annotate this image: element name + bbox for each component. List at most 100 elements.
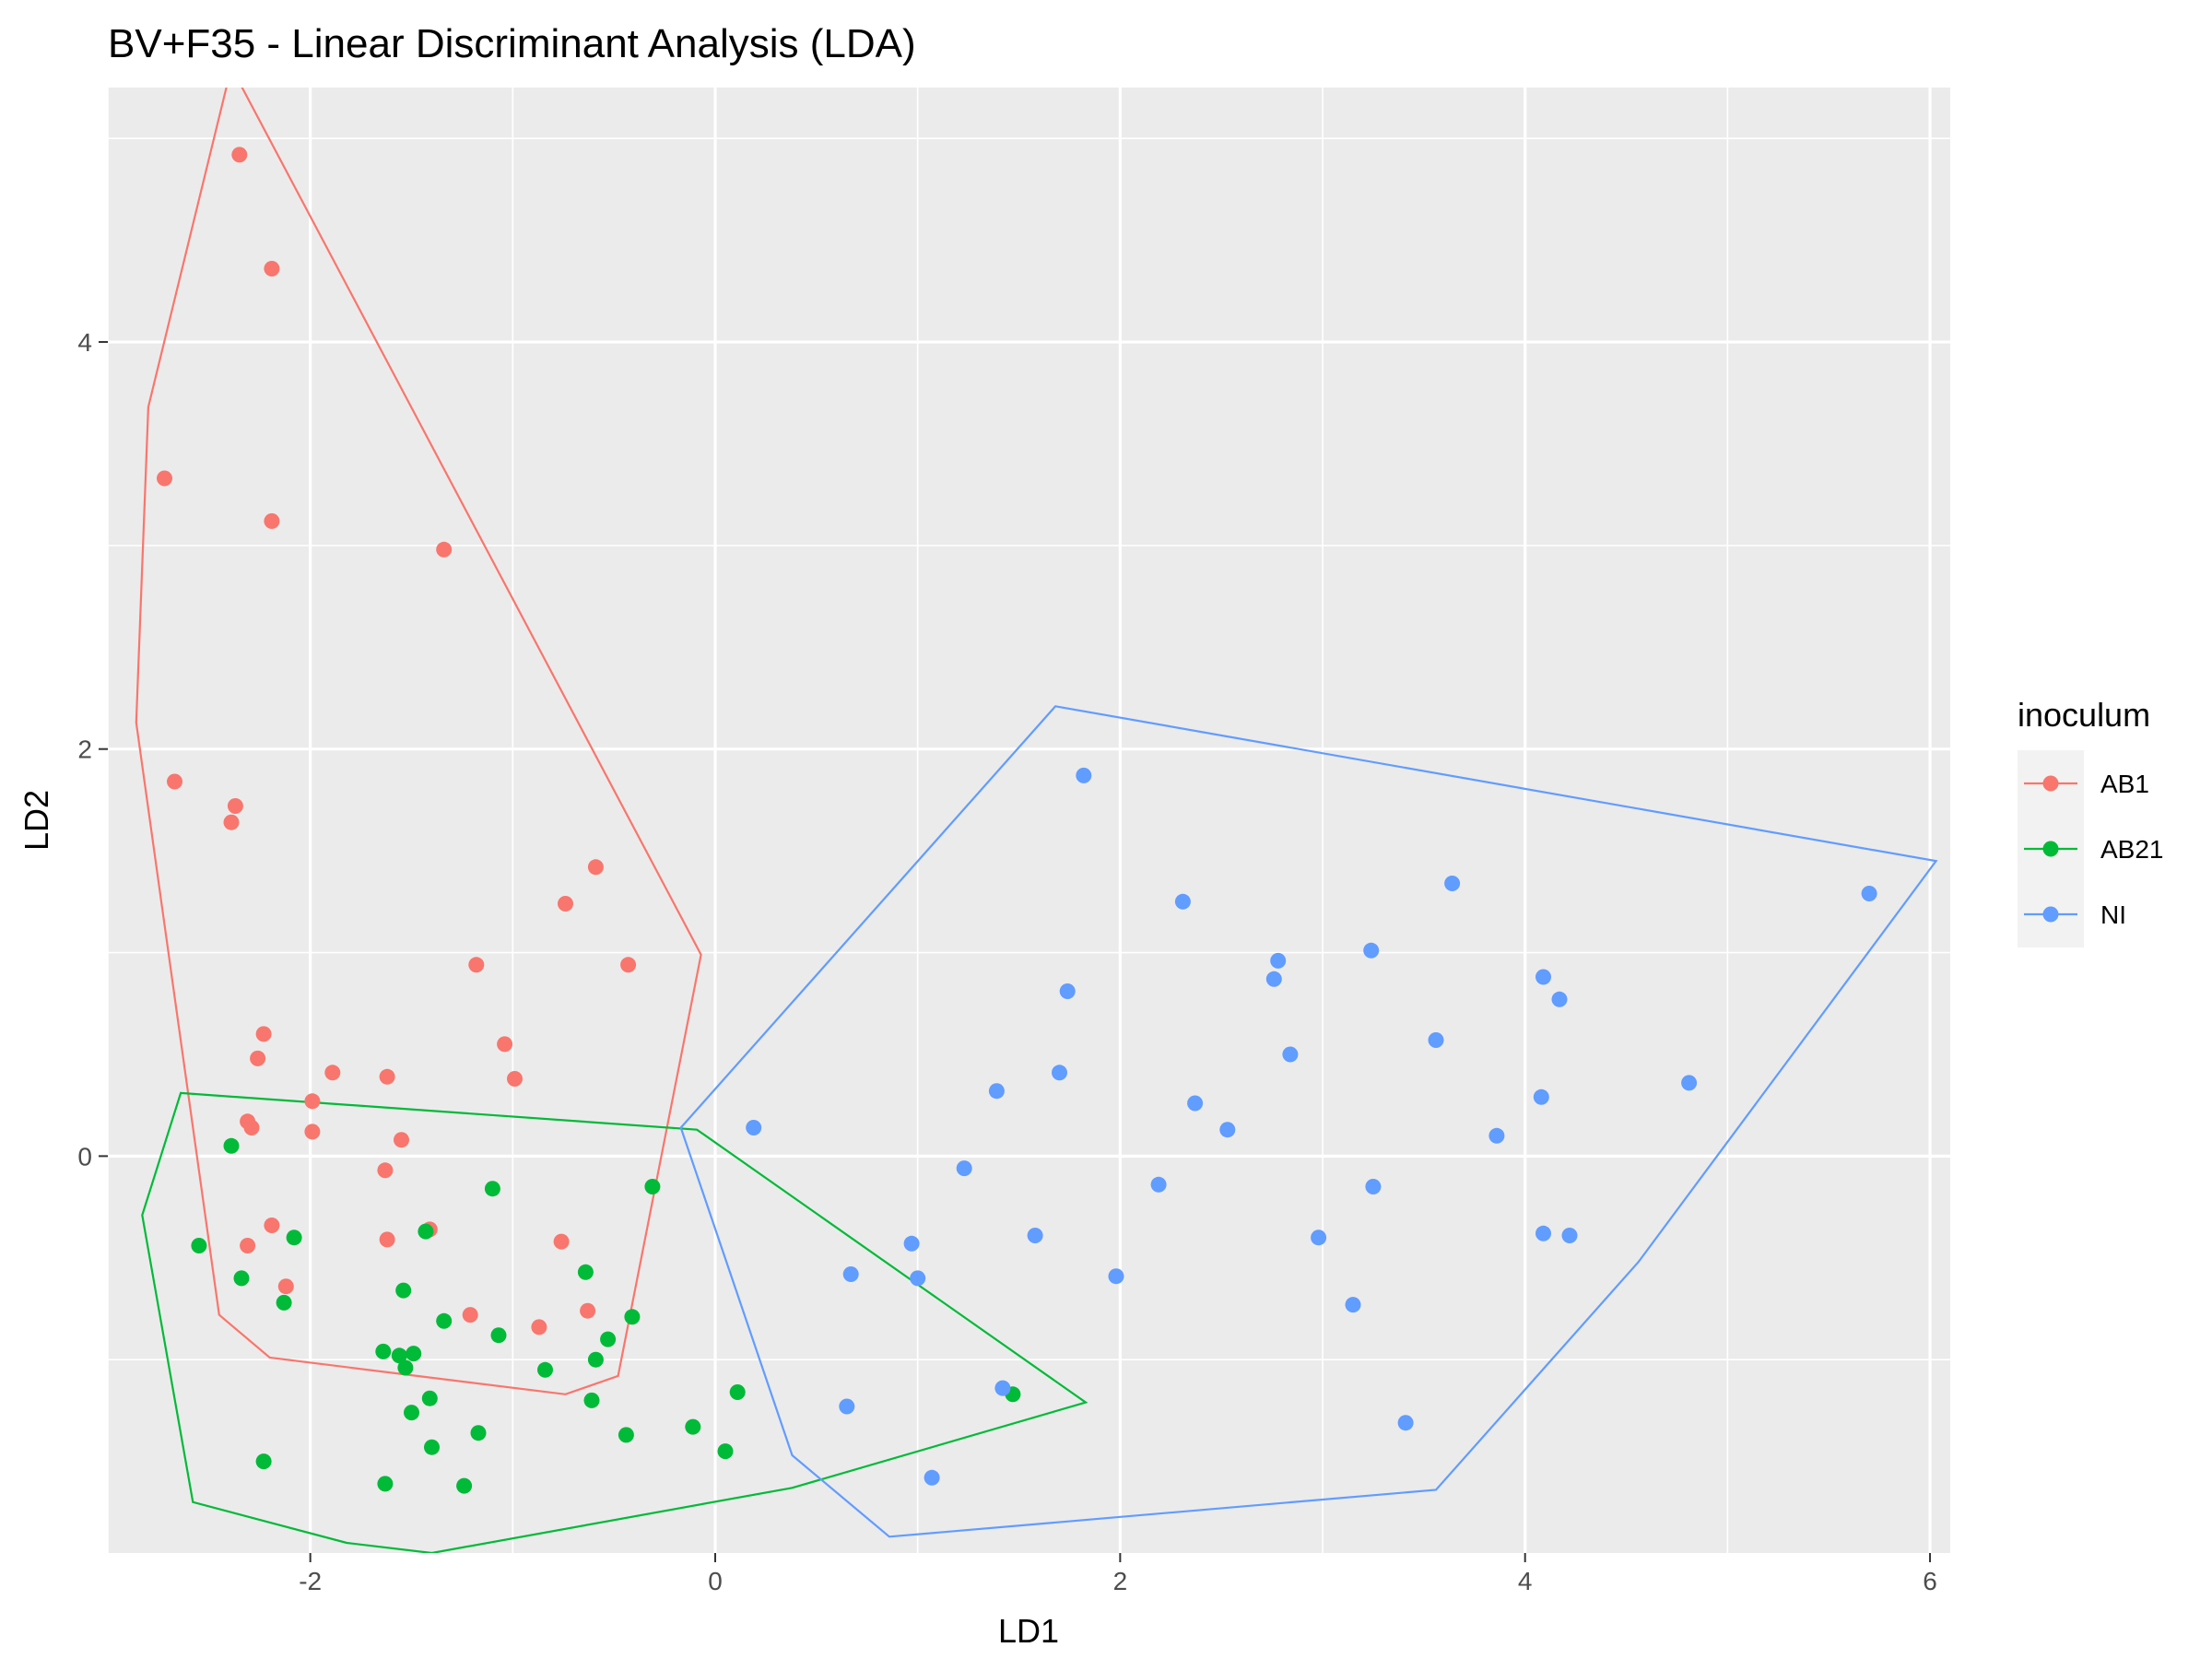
point-ab1: [255, 1026, 272, 1042]
point-ab21: [286, 1230, 302, 1246]
point-ab1: [243, 1120, 260, 1135]
legend-label-ni: NI: [2100, 900, 2126, 929]
legend: inoculum AB1 AB21 NI: [2018, 696, 2164, 947]
point-ab21: [404, 1405, 419, 1421]
legend-key-point-ab1: [2042, 775, 2059, 792]
point-ab1: [304, 1093, 321, 1110]
point-ab1: [304, 1124, 321, 1140]
major-gridlines: [108, 88, 1950, 1553]
hull-ab21: [141, 1091, 1088, 1553]
y-axis-title: LD2: [18, 790, 55, 851]
point-ab1: [468, 957, 485, 973]
point-ni: [1282, 1046, 1299, 1063]
point-ab21: [418, 1223, 434, 1240]
point-ni: [1561, 1228, 1578, 1243]
point-ab1: [231, 147, 248, 163]
point-ab1: [167, 773, 182, 790]
point-ni: [1174, 893, 1191, 910]
plot-panel: [108, 88, 1950, 1553]
point-ni: [1535, 1225, 1551, 1241]
point-ab1: [227, 798, 243, 814]
point-ab1: [240, 1238, 256, 1253]
point-ab21: [537, 1361, 553, 1378]
point-ni: [1059, 983, 1076, 999]
point-ab21: [255, 1453, 272, 1470]
point-ni: [1345, 1297, 1361, 1313]
point-ab21: [577, 1264, 594, 1280]
point-ni: [1076, 767, 1092, 783]
point-ab21: [685, 1418, 701, 1435]
point-ab1: [497, 1036, 513, 1053]
point-ab1: [558, 896, 573, 912]
point-ab1: [250, 1050, 266, 1066]
point-ni: [994, 1380, 1011, 1396]
point-ni: [1363, 942, 1380, 959]
point-ni: [1397, 1415, 1414, 1431]
point-ab21: [223, 1137, 240, 1154]
point-ni: [1428, 1032, 1444, 1048]
point-ab1: [157, 470, 172, 487]
point-ni: [1444, 876, 1461, 891]
point-ab21: [490, 1327, 507, 1344]
point-ab21: [276, 1294, 292, 1311]
point-ab1: [324, 1065, 341, 1081]
x-tick-label: 2: [1113, 1567, 1128, 1595]
point-ni: [988, 1083, 1005, 1100]
point-ab1: [620, 957, 637, 973]
point-ni: [842, 1266, 859, 1282]
point-ab1: [379, 1231, 395, 1248]
point-ab21: [436, 1312, 453, 1329]
point-ab21: [644, 1179, 661, 1194]
point-ab21: [424, 1439, 440, 1455]
point-ni: [1219, 1122, 1236, 1138]
hull-ab1: [135, 88, 702, 1395]
point-ab21: [397, 1359, 414, 1376]
point-ab21: [470, 1425, 487, 1441]
point-ab21: [456, 1477, 473, 1494]
point-ni: [746, 1120, 762, 1135]
point-ab1: [264, 1218, 280, 1233]
point-ab21: [233, 1270, 250, 1287]
point-ni: [839, 1398, 855, 1415]
point-ab21: [717, 1443, 734, 1460]
point-ni: [1270, 952, 1287, 969]
point-ab21: [375, 1343, 392, 1359]
point-ni: [1265, 971, 1282, 987]
legend-key-point-ab21: [2042, 841, 2059, 857]
point-ni: [1861, 886, 1877, 901]
point-ab1: [223, 814, 240, 830]
point-ab21: [191, 1238, 207, 1253]
axes: -2 0 2 4 6 0 2 4: [77, 328, 1936, 1595]
point-ni: [1187, 1095, 1204, 1112]
point-ni: [924, 1469, 940, 1486]
point-ab21: [406, 1346, 422, 1362]
point-ab1: [379, 1068, 395, 1085]
point-ni: [1488, 1127, 1505, 1144]
legend-label-ab1: AB1: [2100, 770, 2149, 798]
y-tick-label: 0: [77, 1142, 92, 1171]
point-ni: [1027, 1228, 1043, 1243]
point-ni: [1311, 1230, 1327, 1246]
chart-title: BV+F35 - Linear Discriminant Analysis (L…: [108, 21, 916, 66]
point-ab21: [587, 1351, 604, 1368]
point-ni: [910, 1270, 926, 1287]
point-ab21: [600, 1331, 617, 1347]
convex-hulls: [135, 88, 1938, 1553]
point-ab1: [277, 1278, 294, 1295]
point-ab1: [264, 261, 280, 276]
point-ab21: [395, 1282, 412, 1299]
y-tick-label: 4: [77, 328, 92, 357]
x-tick-label: 0: [708, 1567, 723, 1595]
point-ni: [1150, 1176, 1167, 1193]
point-ni: [1365, 1179, 1382, 1194]
point-ab1: [377, 1162, 394, 1179]
point-ab21: [583, 1392, 600, 1408]
point-ab21: [391, 1347, 407, 1364]
point-ab1: [436, 541, 453, 558]
x-tick-label: 6: [1923, 1567, 1937, 1595]
point-ab21: [377, 1476, 394, 1492]
legend-key-point-ni: [2042, 906, 2059, 923]
point-ab21: [624, 1309, 641, 1325]
